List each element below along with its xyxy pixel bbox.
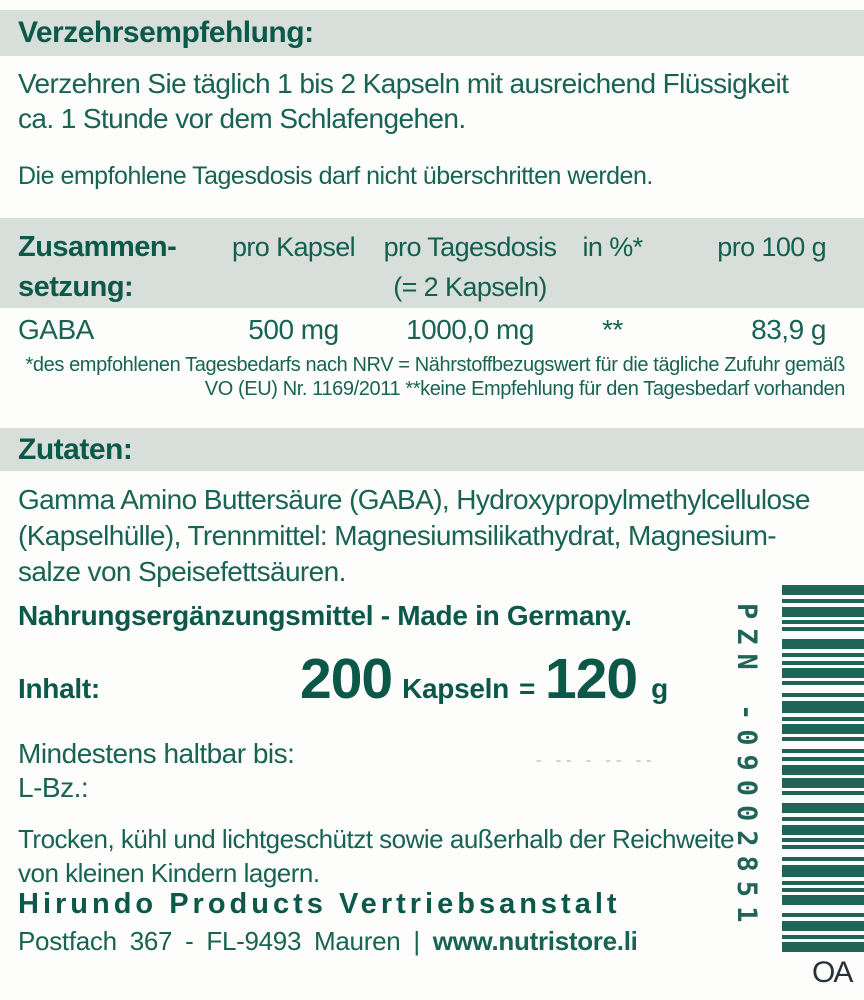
dosage-body: Verzehren Sie täglich 1 bis 2 Kapseln mi… [18,66,789,136]
barcode-bar [782,737,864,741]
barcode-bar [782,838,864,842]
composition-title-line1: Zusammen- [18,231,177,263]
barcode-bar [782,895,864,905]
barcode-bar [782,825,864,835]
dosage-body-line2: ca. 1 Stunde vor dem Schlafengehen. [18,103,466,134]
value-percent: ** [602,314,623,345]
barcode-bar [782,701,864,713]
barcode-bar [782,778,864,788]
barcode-bar [782,627,864,631]
barcode-bar [782,653,864,657]
address-text: Postfach 367 - FL-9493 Mauren | [18,926,433,956]
section-bar-ingredients: Zutaten: [0,428,864,471]
footnote-line2: VO (EU) Nr. 1169/2011 **keine Empfehlung… [204,378,846,400]
ingredients-line3: salze von Speisefettsäuren. [18,556,346,587]
barcode-bar [782,888,864,892]
table-row: GABA 500 mg 1000,0 mg ** 83,9 g [0,314,864,346]
best-before-label: Mindestens haltbar bis: [18,738,295,769]
col-header-per-day: pro Tagesdosis [383,232,557,262]
weight-value: 120 [545,647,638,711]
capsule-count: 200 [300,647,393,711]
barcode-bar [782,845,864,849]
weight-unit: g [651,673,668,704]
dosage-note: Die empfohlene Tagesdosis darf nicht übe… [18,162,653,190]
storage-instructions: Trocken, kühl und lichtgeschützt sowie a… [18,822,735,890]
col-header-per-day-sub: (= 2 Kapseln) [393,272,547,302]
barcode-bar [782,817,864,821]
corner-mark: OA [812,956,853,989]
composition-title-line2: setzung: [18,271,134,303]
barcode-bar [782,921,864,931]
barcode-bar [782,881,864,885]
value-per-100g: 83,9 g [751,314,826,345]
value-per-day: 1000,0 mg [406,314,534,345]
barcode-bar [782,724,864,734]
company-name: Hirundo Products Vertriebsanstalt [18,888,621,920]
composition-footnote: *des empfohlenen Tagesbedarfs nach NRV =… [14,353,846,401]
website-text: www.nutristore.li [432,926,638,956]
composition-header: Zusammen- pro Kapsel pro Tagesdosis in %… [0,218,864,308]
barcode-bar [782,857,864,861]
barcode-bar [782,749,864,753]
best-before-stamp: - -- - -- -- [536,752,657,769]
dosage-body-line1: Verzehren Sie täglich 1 bis 2 Kapseln mi… [18,68,789,99]
pzn-number: PZN -09002851 [731,603,762,932]
barcode-bar [782,865,864,877]
barcode-bar [782,803,864,813]
barcode-bar [782,693,864,697]
ingredients-line1: Gamma Amino Buttersäure (GABA), Hydroxyp… [18,484,810,515]
barcode-bar [782,791,864,795]
barcode-bar [782,765,864,775]
equals-sign: = [518,673,535,704]
barcode-bar [782,942,864,952]
barcode-bar [782,681,864,685]
barcode-bar [782,717,864,721]
barcode-bar [782,757,864,761]
ingredient-name: GABA [18,314,94,345]
capsule-unit: Kapseln [402,673,509,704]
batch-label: L-Bz.: [18,772,89,803]
value-per-capsule: 500 mg [248,314,339,345]
barcode-bar [782,913,864,917]
barcode-bar [782,620,864,624]
barcode-bar [782,661,864,665]
dosage-title: Verzehrsempfehlung: [18,16,314,49]
ingredients-line2: (Kapselhülle), Trennmittel: Magnesiumsil… [18,520,777,551]
barcode [782,585,864,953]
col-header-per-100g: pro 100 g [717,232,826,262]
content-label: Inhalt: [18,673,100,704]
company-address: Postfach 367 - FL-9493 Mauren | www.nutr… [18,926,638,957]
barcode-bar [782,639,864,649]
section-bar-dosage: Verzehrsempfehlung: [0,10,864,56]
barcode-bar [782,668,864,678]
barcode-bar [782,599,864,603]
col-header-percent: in %* [582,232,643,262]
barcode-bar [782,585,864,595]
barcode-bar [782,935,864,939]
footnote-line1: *des empfohlenen Tagesbedarfs nach NRV =… [25,354,846,376]
made-in-germany-text: Nahrungsergänzungsmittel - Made in Germa… [18,600,632,631]
barcode-bar [782,607,864,617]
content-row: Inhalt: 200 Kapseln = 120 g [18,646,708,712]
ingredients-title: Zutaten: [18,432,133,466]
storage-line2: von kleinen Kindern lagern. [18,858,320,888]
storage-line1: Trocken, kühl und lichtgeschützt sowie a… [18,824,735,854]
ingredients-body: Gamma Amino Buttersäure (GABA), Hydroxyp… [18,482,810,590]
col-header-per-capsule: pro Kapsel [231,232,356,262]
